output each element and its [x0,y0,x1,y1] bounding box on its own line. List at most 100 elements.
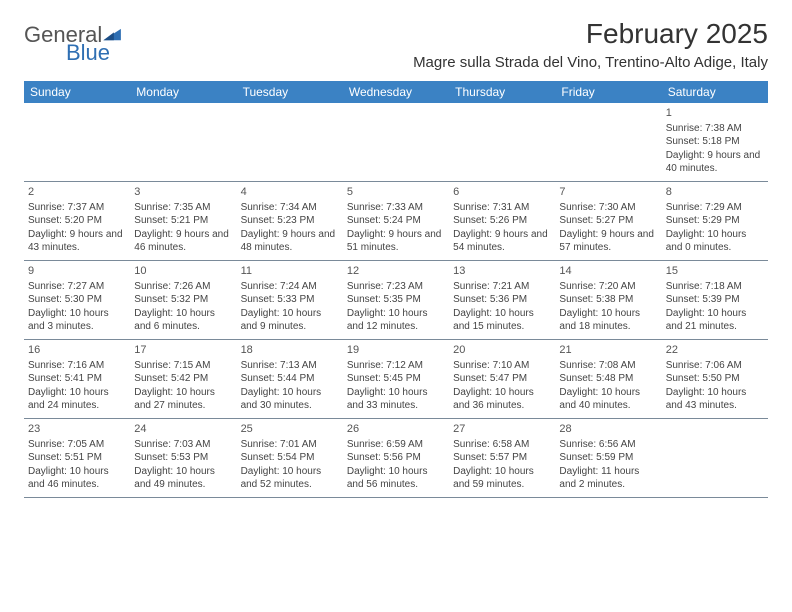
header-row: General Blue February 2025 Magre sulla S… [24,18,768,71]
sunset-text: Sunset: 5:50 PM [666,372,764,386]
weekday-header-cell: Sunday [24,81,130,103]
sunrise-text: Sunrise: 6:56 AM [559,438,657,452]
sunrise-text: Sunrise: 7:21 AM [453,280,551,294]
sunrise-text: Sunrise: 7:24 AM [241,280,339,294]
weeks-container: 1Sunrise: 7:38 AMSunset: 5:18 PMDaylight… [24,103,768,498]
day-cell [24,103,130,181]
sunrise-text: Sunrise: 7:12 AM [347,359,445,373]
sunrise-text: Sunrise: 7:20 AM [559,280,657,294]
sunset-text: Sunset: 5:23 PM [241,214,339,228]
sunrise-text: Sunrise: 7:33 AM [347,201,445,215]
day-cell: 3Sunrise: 7:35 AMSunset: 5:21 PMDaylight… [130,182,236,260]
day-number: 9 [28,264,126,279]
weekday-header-cell: Friday [555,81,661,103]
sunrise-text: Sunrise: 7:18 AM [666,280,764,294]
daylight-text: Daylight: 10 hours and 24 minutes. [28,386,126,413]
day-number: 2 [28,185,126,200]
location-subtitle: Magre sulla Strada del Vino, Trentino-Al… [413,54,768,71]
daylight-text: Daylight: 10 hours and 52 minutes. [241,465,339,492]
day-number: 5 [347,185,445,200]
day-number: 10 [134,264,232,279]
day-cell: 13Sunrise: 7:21 AMSunset: 5:36 PMDayligh… [449,261,555,339]
week-row: 23Sunrise: 7:05 AMSunset: 5:51 PMDayligh… [24,419,768,498]
sunset-text: Sunset: 5:54 PM [241,451,339,465]
day-cell: 25Sunrise: 7:01 AMSunset: 5:54 PMDayligh… [237,419,343,497]
daylight-text: Daylight: 9 hours and 54 minutes. [453,228,551,255]
sunrise-text: Sunrise: 6:59 AM [347,438,445,452]
day-number: 16 [28,343,126,358]
week-row: 1Sunrise: 7:38 AMSunset: 5:18 PMDaylight… [24,103,768,182]
day-cell: 12Sunrise: 7:23 AMSunset: 5:35 PMDayligh… [343,261,449,339]
sunset-text: Sunset: 5:18 PM [666,135,764,149]
day-number: 11 [241,264,339,279]
sunrise-text: Sunrise: 7:27 AM [28,280,126,294]
daylight-text: Daylight: 10 hours and 36 minutes. [453,386,551,413]
daylight-text: Daylight: 10 hours and 0 minutes. [666,228,764,255]
day-number: 12 [347,264,445,279]
day-cell: 20Sunrise: 7:10 AMSunset: 5:47 PMDayligh… [449,340,555,418]
daylight-text: Daylight: 9 hours and 46 minutes. [134,228,232,255]
sunset-text: Sunset: 5:35 PM [347,293,445,307]
day-cell: 2Sunrise: 7:37 AMSunset: 5:20 PMDaylight… [24,182,130,260]
sunset-text: Sunset: 5:33 PM [241,293,339,307]
week-row: 2Sunrise: 7:37 AMSunset: 5:20 PMDaylight… [24,182,768,261]
day-number: 15 [666,264,764,279]
title-block: February 2025 Magre sulla Strada del Vin… [413,18,768,71]
day-cell: 22Sunrise: 7:06 AMSunset: 5:50 PMDayligh… [662,340,768,418]
weekday-header-cell: Thursday [449,81,555,103]
day-number: 4 [241,185,339,200]
daylight-text: Daylight: 10 hours and 46 minutes. [28,465,126,492]
day-cell: 14Sunrise: 7:20 AMSunset: 5:38 PMDayligh… [555,261,661,339]
sunset-text: Sunset: 5:44 PM [241,372,339,386]
sunrise-text: Sunrise: 7:06 AM [666,359,764,373]
sunrise-text: Sunrise: 7:31 AM [453,201,551,215]
day-number: 3 [134,185,232,200]
sunset-text: Sunset: 5:27 PM [559,214,657,228]
sunset-text: Sunset: 5:36 PM [453,293,551,307]
sunset-text: Sunset: 5:39 PM [666,293,764,307]
day-cell: 27Sunrise: 6:58 AMSunset: 5:57 PMDayligh… [449,419,555,497]
day-number: 26 [347,422,445,437]
daylight-text: Daylight: 10 hours and 27 minutes. [134,386,232,413]
week-row: 9Sunrise: 7:27 AMSunset: 5:30 PMDaylight… [24,261,768,340]
sunset-text: Sunset: 5:53 PM [134,451,232,465]
day-cell: 10Sunrise: 7:26 AMSunset: 5:32 PMDayligh… [130,261,236,339]
sunrise-text: Sunrise: 7:13 AM [241,359,339,373]
sunrise-text: Sunrise: 7:37 AM [28,201,126,215]
sunset-text: Sunset: 5:47 PM [453,372,551,386]
daylight-text: Daylight: 9 hours and 48 minutes. [241,228,339,255]
sunrise-text: Sunrise: 7:15 AM [134,359,232,373]
weekday-header-cell: Wednesday [343,81,449,103]
day-cell: 15Sunrise: 7:18 AMSunset: 5:39 PMDayligh… [662,261,768,339]
daylight-text: Daylight: 10 hours and 15 minutes. [453,307,551,334]
day-number: 18 [241,343,339,358]
daylight-text: Daylight: 9 hours and 40 minutes. [666,149,764,176]
daylight-text: Daylight: 10 hours and 40 minutes. [559,386,657,413]
sunrise-text: Sunrise: 7:26 AM [134,280,232,294]
day-number: 24 [134,422,232,437]
daylight-text: Daylight: 9 hours and 43 minutes. [28,228,126,255]
day-cell [130,103,236,181]
sunrise-text: Sunrise: 7:08 AM [559,359,657,373]
day-number: 14 [559,264,657,279]
day-number: 17 [134,343,232,358]
sunset-text: Sunset: 5:20 PM [28,214,126,228]
daylight-text: Daylight: 10 hours and 3 minutes. [28,307,126,334]
sunset-text: Sunset: 5:26 PM [453,214,551,228]
sunrise-text: Sunrise: 7:38 AM [666,122,764,136]
day-cell: 19Sunrise: 7:12 AMSunset: 5:45 PMDayligh… [343,340,449,418]
day-cell: 4Sunrise: 7:34 AMSunset: 5:23 PMDaylight… [237,182,343,260]
day-number: 27 [453,422,551,437]
daylight-text: Daylight: 10 hours and 59 minutes. [453,465,551,492]
daylight-text: Daylight: 9 hours and 51 minutes. [347,228,445,255]
sunrise-text: Sunrise: 7:05 AM [28,438,126,452]
day-number: 28 [559,422,657,437]
day-cell: 9Sunrise: 7:27 AMSunset: 5:30 PMDaylight… [24,261,130,339]
sunrise-text: Sunrise: 7:23 AM [347,280,445,294]
daylight-text: Daylight: 10 hours and 30 minutes. [241,386,339,413]
day-number: 19 [347,343,445,358]
day-number: 7 [559,185,657,200]
sunrise-text: Sunrise: 7:01 AM [241,438,339,452]
day-number: 13 [453,264,551,279]
day-cell: 16Sunrise: 7:16 AMSunset: 5:41 PMDayligh… [24,340,130,418]
